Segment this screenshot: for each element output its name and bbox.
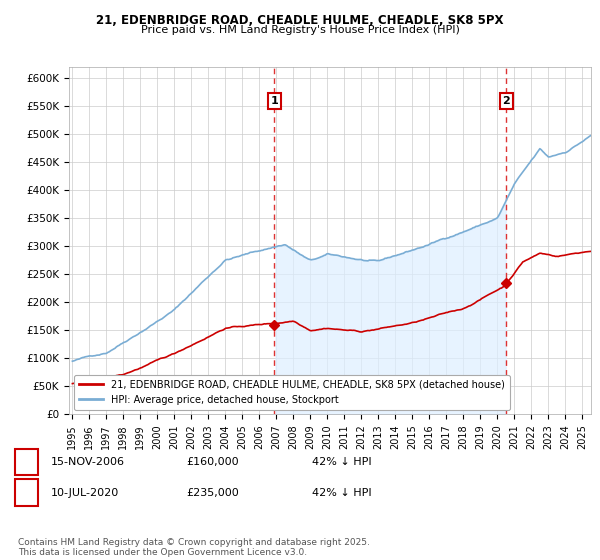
Text: 42% ↓ HPI: 42% ↓ HPI [312,457,371,467]
Text: 42% ↓ HPI: 42% ↓ HPI [312,488,371,498]
Text: 1: 1 [271,96,278,106]
Text: £160,000: £160,000 [186,457,239,467]
Text: 2: 2 [503,96,511,106]
Text: Contains HM Land Registry data © Crown copyright and database right 2025.
This d: Contains HM Land Registry data © Crown c… [18,538,370,557]
Text: 15-NOV-2006: 15-NOV-2006 [51,457,125,467]
Legend: 21, EDENBRIDGE ROAD, CHEADLE HULME, CHEADLE, SK8 5PX (detached house), HPI: Aver: 21, EDENBRIDGE ROAD, CHEADLE HULME, CHEA… [74,375,509,409]
Text: 10-JUL-2020: 10-JUL-2020 [51,488,119,498]
Text: Price paid vs. HM Land Registry's House Price Index (HPI): Price paid vs. HM Land Registry's House … [140,25,460,35]
Text: 21, EDENBRIDGE ROAD, CHEADLE HULME, CHEADLE, SK8 5PX: 21, EDENBRIDGE ROAD, CHEADLE HULME, CHEA… [96,14,504,27]
Text: £235,000: £235,000 [186,488,239,498]
Text: 2: 2 [23,488,30,498]
Text: 1: 1 [23,457,30,467]
